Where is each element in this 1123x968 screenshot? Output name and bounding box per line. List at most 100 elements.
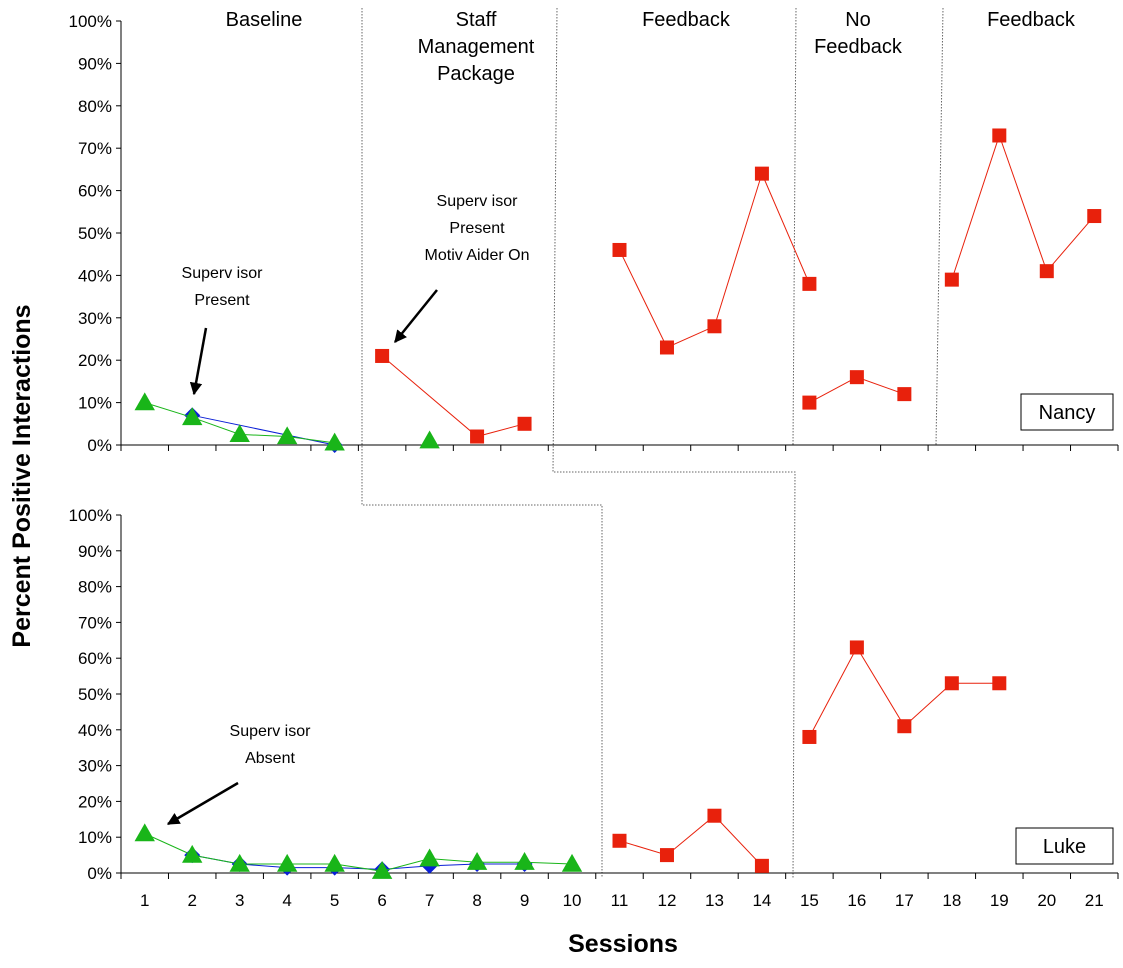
nancy-square-point [1087,209,1102,224]
nancy-square-point [944,272,959,287]
nancy-triangle-point [134,392,155,411]
nancy-annotation-text: Superv isor [437,193,519,210]
nancy-name-label: Nancy [1039,402,1096,424]
nancy-name-box [1020,393,1114,431]
x-tick-label: 7 [425,891,434,910]
luke-square-point [897,719,912,734]
nancy-y-tick-label: 40% [78,266,112,285]
nancy-y-tick-label: 70% [78,139,112,158]
luke-annotation-arrow [166,781,239,826]
x-tick-label: 5 [330,891,339,910]
phase-label-4: No [845,9,871,31]
phase-change-lines [361,7,944,879]
luke-series-1-line [192,854,525,870]
luke-y-tick-label: 20% [78,792,112,811]
phase-change-line-2 [552,7,796,879]
nancy-y-tick-label: 0% [87,436,112,455]
nancy-annotation-arrow [394,289,438,343]
luke-annotation-text: Absent [245,750,295,767]
x-tick-label: 8 [472,891,481,910]
x-tick-label: 12 [658,891,677,910]
x-tick-label: 21 [1085,891,1104,910]
luke-y-tick-label: 70% [78,613,112,632]
nancy-square-point [659,340,674,355]
x-tick-label: 15 [800,891,819,910]
nancy-triangle-point [276,426,298,445]
luke-triangle-point [324,853,345,872]
luke-square-point [707,808,722,823]
nancy-y-tick-label: 10% [78,394,112,413]
phase-label-2: Package [437,63,515,85]
x-tick-label: 4 [282,891,291,910]
luke-y-tick-label: 40% [78,721,112,740]
phase-label-2: Staff [456,9,497,31]
nancy-square-point [517,416,532,431]
luke-triangle-point [229,853,250,872]
nancy-y-tick-label: 50% [78,224,112,243]
luke-square-point [849,640,864,655]
luke-name-box [1015,827,1114,865]
nancy-triangle-point [182,407,203,426]
x-tick-label: 13 [705,891,724,910]
luke-name-label: Luke [1043,836,1086,858]
x-tick-label: 14 [752,891,771,910]
luke-triangle-point [419,848,440,867]
phase-label-5: Feedback [987,9,1076,31]
nancy-annotation-text: Present [194,292,250,309]
x-tick-label: 10 [563,891,582,910]
nancy-y-tick-label: 20% [78,351,112,370]
nancy-series-7-line [951,133,1095,280]
nancy-square-point [754,166,769,181]
x-tick-label: 18 [942,891,961,910]
phase-change-line-4 [935,7,944,446]
nancy-y-tick-label: 60% [78,182,112,201]
luke-annotation-text: Superv isor [230,723,312,740]
labels: Baseline Staff Management Package Feedback No… [8,9,1114,958]
luke-triangle-point [514,852,535,870]
nancy-triangle-point [419,430,440,449]
nancy-annotation-arrow [189,327,208,396]
nancy-square-point [1039,264,1054,279]
luke-triangle-point [466,852,488,870]
nancy-y-tick-label: 90% [78,54,112,73]
luke-y-tick-label: 50% [78,685,112,704]
luke-y-tick-label: 100% [69,506,112,525]
luke-y-tick-label: 30% [78,757,112,776]
x-tick-label: 11 [611,891,629,910]
luke-square-point [612,833,627,848]
nancy-series-1-line [192,414,335,446]
luke-y-tick-label: 10% [78,828,112,847]
nancy-square-point [992,128,1007,143]
luke-y-tick-label: 80% [78,578,112,597]
nancy-square-point [707,319,722,334]
nancy-square-point [802,395,817,410]
x-tick-label: 2 [187,891,196,910]
x-tick-label: 1 [140,891,149,910]
axes: 0% 10% 20% 30% 40% 50% 60% 70% 80% 90% 100% 0% 10% 20… [69,12,1119,910]
nancy-annotation-text: Motiv Aider On [425,247,530,264]
luke-series-3-line [619,815,763,867]
luke-y-tick-label: 0% [87,864,112,883]
x-tick-label: 6 [377,891,386,910]
nancy-square-point [849,370,864,385]
luke-square-point [992,676,1007,691]
x-tick-label: 16 [847,891,866,910]
luke-y-tick-label: 90% [78,542,112,561]
luke-y-tick-label: 60% [78,649,112,668]
x-tick-label: 17 [895,891,914,910]
phase-label-3: Feedback [642,9,731,31]
luke-triangle-point [134,823,155,842]
nancy-series-4-line [381,355,525,438]
nancy-triangle-point [229,424,250,443]
luke-triangle-point [182,844,203,863]
phase-label-4: Feedback [814,36,903,58]
nancy-square-point [897,387,912,402]
x-axis-title: Sessions [568,930,678,958]
y-axis-title: Percent Positive Interactions [8,304,36,647]
nancy-y-tick-label: 30% [78,309,112,328]
data-series [134,128,1102,879]
nancy-annotation-text: Present [449,220,505,237]
luke-triangle-point [561,853,583,872]
phase-label-1: Baseline [226,9,303,31]
